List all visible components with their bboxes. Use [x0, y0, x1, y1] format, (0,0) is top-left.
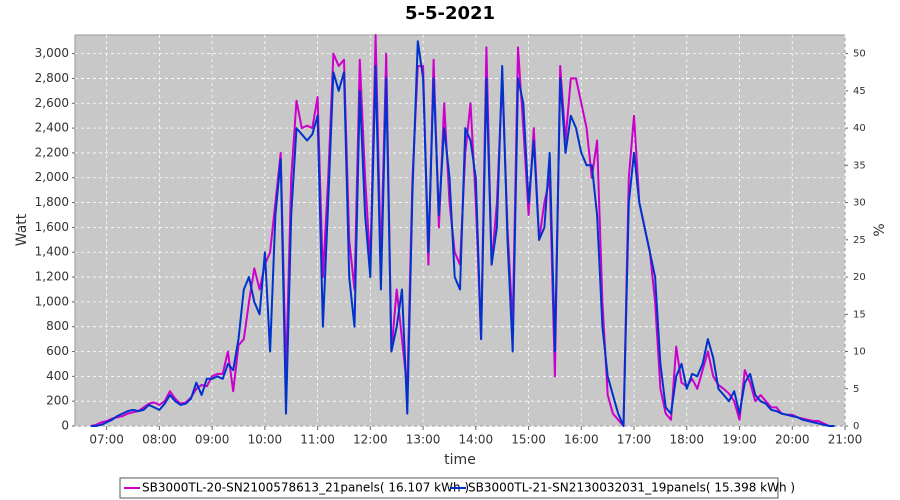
y-tick-label: 2,200: [35, 145, 69, 159]
y-tick-label: 2,800: [35, 71, 69, 85]
y-tick-label: 1,000: [35, 294, 69, 308]
x-tick-label: 08:00: [142, 433, 177, 447]
y-tick-label: 1,600: [35, 220, 69, 234]
plot-area: [74, 34, 846, 427]
legend: [119, 477, 779, 499]
x-axis-label: time: [444, 452, 476, 468]
y2-tick-label: 10: [853, 347, 866, 358]
y2-tick-label: 25: [853, 235, 866, 246]
y-tick-label: 3,000: [35, 46, 69, 60]
y2-tick-label: 30: [853, 198, 866, 209]
x-tick-label: 13:00: [406, 433, 441, 447]
y-tick-label: 1,200: [35, 270, 69, 284]
y2-tick-label: 5: [853, 384, 859, 395]
y-tick-label: 600: [46, 344, 69, 358]
x-tick-label: 14:00: [459, 433, 494, 447]
legend-label: SB3000TL-21-SN2130032031_19panels( 15.39…: [468, 481, 795, 495]
x-tick-label: 11:00: [300, 433, 335, 447]
legend-label: SB3000TL-20-SN2100578613_21panels( 16.10…: [142, 481, 469, 495]
x-tick-label: 09:00: [195, 433, 230, 447]
y2-tick-label: 45: [853, 86, 866, 97]
y-tick-label: 200: [46, 394, 69, 408]
chart-title: 5-5-2021: [405, 3, 495, 24]
y2-tick-label: 40: [853, 123, 866, 134]
y-tick-label: 2,400: [35, 121, 69, 135]
y-tick-label: 1,800: [35, 195, 69, 209]
x-tick-label: 17:00: [617, 433, 652, 447]
x-tick-label: 15:00: [511, 433, 546, 447]
x-tick-label: 19:00: [722, 433, 757, 447]
y2-tick-label: 20: [853, 272, 866, 283]
y2-tick-label: 15: [853, 309, 866, 320]
y-tick-label: 1,400: [35, 245, 69, 259]
series-line: [90, 40, 835, 427]
y2-tick-label: 0: [853, 421, 859, 432]
x-tick-label: 16:00: [564, 433, 599, 447]
y-tick-label: 400: [46, 369, 69, 383]
x-tick-label: 12:00: [353, 433, 388, 447]
x-tick-label: 21:00: [828, 433, 863, 447]
x-tick-label: 07:00: [89, 433, 124, 447]
x-tick-label: 18:00: [669, 433, 704, 447]
y-tick-label: 2,000: [35, 170, 69, 184]
x-tick-label: 20:00: [775, 433, 810, 447]
y2-axis-label: %: [872, 223, 888, 236]
y-tick-label: 0: [61, 419, 69, 433]
y-tick-label: 800: [46, 319, 69, 333]
y-axis-label: Watt: [14, 213, 30, 246]
y-tick-label: 2,600: [35, 96, 69, 110]
y2-tick-label: 50: [853, 49, 866, 60]
x-tick-label: 10:00: [248, 433, 283, 447]
y2-tick-label: 35: [853, 160, 866, 171]
